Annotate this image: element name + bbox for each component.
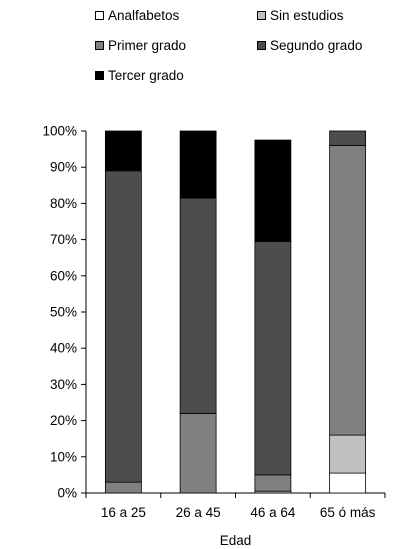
- bar-segment: [179, 412, 217, 494]
- legend-item: Sin estudios: [257, 8, 344, 23]
- y-tick-label: 20%: [50, 413, 77, 428]
- bar-segment: [329, 434, 367, 474]
- x-tick-label: 26 a 45: [176, 505, 221, 520]
- legend-label: Segundo grado: [270, 38, 363, 53]
- legend-item: Segundo grado: [257, 38, 362, 53]
- y-tick-label: 0%: [57, 486, 77, 501]
- x-tick-label: 65 ó más: [320, 505, 376, 520]
- legend-item: Analfabetos: [95, 8, 179, 23]
- bar-segment: [254, 474, 292, 492]
- y-tick-label: 30%: [50, 377, 77, 392]
- legend-item: Tercer grado: [95, 68, 184, 83]
- x-axis-title: Edad: [220, 533, 252, 548]
- legend-label: Primer grado: [108, 38, 187, 53]
- x-tick-label: 16 a 25: [101, 505, 146, 520]
- y-tick-label: 100%: [42, 124, 77, 139]
- bar-segment: [329, 472, 367, 494]
- legend-label: Sin estudios: [270, 8, 344, 23]
- bar-segment: [104, 130, 142, 172]
- legend-item: Primer grado: [95, 38, 186, 53]
- bar-segment: [329, 145, 367, 436]
- y-tick-label: 10%: [50, 449, 77, 464]
- legend-label: Tercer grado: [108, 68, 184, 83]
- legend-swatch: [95, 41, 104, 50]
- y-tick-label: 40%: [50, 341, 77, 356]
- legend-swatch: [257, 11, 266, 20]
- y-tick-label: 70%: [50, 232, 77, 247]
- x-tick-label: 46 a 64: [250, 505, 296, 520]
- legend-swatch: [95, 71, 104, 80]
- bar-segment: [254, 241, 292, 476]
- bar-segment: [179, 197, 217, 414]
- y-tick-label: 80%: [50, 196, 77, 211]
- bar-segment: [104, 481, 142, 494]
- y-tick-label: 90%: [50, 160, 77, 175]
- y-tick-label: 60%: [50, 268, 77, 283]
- bar-segment: [179, 130, 217, 199]
- bar-segment: [254, 139, 292, 242]
- legend-swatch: [257, 41, 266, 50]
- bar-segment: [329, 130, 367, 146]
- bar-segment: [104, 170, 142, 483]
- legend-swatch: [95, 11, 104, 20]
- legend-label: Analfabetos: [108, 8, 180, 23]
- y-tick-label: 50%: [50, 305, 77, 320]
